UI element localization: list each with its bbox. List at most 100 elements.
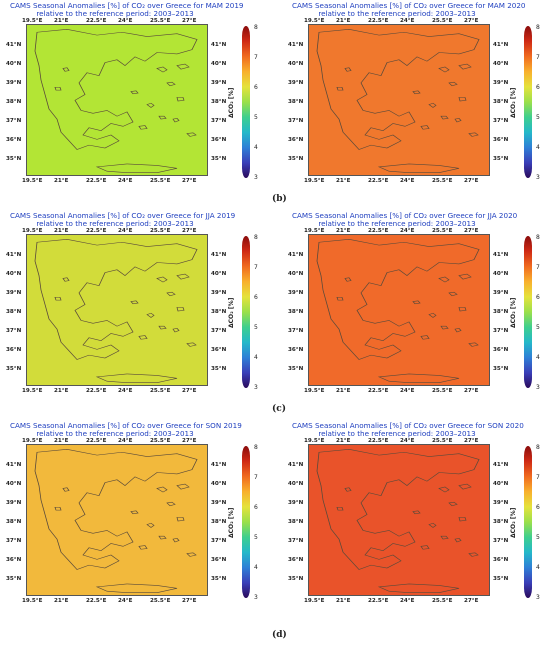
- panel-title-line2: relative to the reference period: 2003–2…: [36, 9, 194, 18]
- coastline: [172, 538, 180, 543]
- colorbar-tick: 8: [536, 444, 540, 451]
- lon-tick-bottom: 27°E: [182, 178, 197, 184]
- coastline: [138, 335, 148, 340]
- lat-tick-right: 41°N: [493, 42, 509, 48]
- lat-tick-right: 36°N: [211, 137, 227, 143]
- lon-tick-top: 27°E: [464, 438, 479, 444]
- coastline: [172, 118, 180, 123]
- colorbar-tick: 4: [536, 564, 540, 571]
- lon-tick-top: 22.5°E: [368, 18, 389, 24]
- colorbar-tick: 6: [254, 504, 258, 511]
- lat-tick-right: 37°N: [211, 328, 227, 334]
- colorbar: [524, 446, 532, 598]
- colorbar-tick: 6: [254, 84, 258, 91]
- lat-tick-right: 37°N: [211, 118, 227, 124]
- coastline: [62, 67, 70, 72]
- colorbar-tick: 4: [536, 354, 540, 361]
- lat-tick-right: 39°N: [211, 80, 227, 86]
- lon-tick-top: 24°E: [400, 228, 415, 234]
- coastline: [138, 125, 148, 130]
- lat-tick-left: 38°N: [288, 99, 304, 105]
- lat-tick-left: 40°N: [6, 271, 22, 277]
- colorbar-label: ΔCO₂ [%]: [510, 507, 517, 538]
- lon-tick-top: 27°E: [182, 18, 197, 24]
- coastline: [158, 115, 167, 120]
- map-area: [308, 24, 490, 176]
- lat-tick-right: 35°N: [493, 576, 509, 582]
- lat-tick-left: 37°N: [288, 118, 304, 124]
- coastline: [458, 97, 467, 102]
- lat-tick-left: 36°N: [288, 137, 304, 143]
- coastline: [34, 449, 198, 570]
- lat-tick-right: 37°N: [493, 538, 509, 544]
- lon-tick-bottom: 27°E: [464, 178, 479, 184]
- lon-tick-top: 22.5°E: [86, 438, 107, 444]
- lat-tick-left: 40°N: [288, 61, 304, 67]
- coastline: [440, 115, 449, 120]
- lat-tick-right: 35°N: [211, 576, 227, 582]
- lat-tick-left: 35°N: [288, 366, 304, 372]
- coastline: [130, 510, 139, 515]
- colorbar: [242, 236, 250, 388]
- colorbar: [524, 236, 532, 388]
- lat-tick-left: 35°N: [288, 576, 304, 582]
- lat-tick-left: 38°N: [6, 519, 22, 525]
- lat-tick-right: 39°N: [493, 500, 509, 506]
- colorbar-label: ΔCO₂ [%]: [228, 507, 235, 538]
- lon-tick-top: 21°E: [54, 438, 69, 444]
- colorbar-tick: 6: [536, 294, 540, 301]
- lat-tick-right: 40°N: [211, 61, 227, 67]
- lat-tick-left: 37°N: [6, 118, 22, 124]
- lon-tick-top: 25.5°E: [432, 228, 453, 234]
- panel-title-line1: CAMS Seasonal Anomalies [%] of CO₂ over …: [292, 421, 524, 430]
- coastline: [420, 335, 430, 340]
- lat-tick-right: 35°N: [493, 156, 509, 162]
- lon-tick-top: 25.5°E: [150, 438, 171, 444]
- coastline: [54, 506, 62, 511]
- lon-tick-bottom: 21°E: [336, 598, 351, 604]
- lat-tick-right: 36°N: [493, 557, 509, 563]
- lat-tick-right: 41°N: [211, 252, 227, 258]
- map-panel: CAMS Seasonal Anomalies [%] of CO₂ over …: [282, 420, 550, 610]
- panel-title-line2: relative to the reference period: 2003–2…: [318, 9, 476, 18]
- coastline: [34, 239, 198, 360]
- coastline-map: [316, 239, 480, 383]
- lat-tick-left: 36°N: [288, 347, 304, 353]
- lat-tick-right: 38°N: [211, 519, 227, 525]
- colorbar-tick: 5: [254, 324, 258, 331]
- coastline: [176, 63, 190, 70]
- coastline: [316, 449, 480, 570]
- coastline: [344, 277, 352, 282]
- coastline: [428, 522, 437, 528]
- lon-tick-top: 27°E: [464, 18, 479, 24]
- map-area: [308, 444, 490, 596]
- lat-tick-left: 41°N: [288, 42, 304, 48]
- lat-tick-right: 39°N: [493, 80, 509, 86]
- coastline-map: [316, 449, 480, 593]
- lon-tick-bottom: 19.5°E: [304, 388, 325, 394]
- lon-tick-top: 21°E: [54, 18, 69, 24]
- coastline: [440, 325, 449, 330]
- colorbar-tick: 3: [536, 384, 540, 391]
- colorbar-tick: 7: [536, 54, 540, 61]
- coastline: [458, 307, 467, 312]
- lon-tick-bottom: 25.5°E: [150, 388, 171, 394]
- lon-tick-bottom: 21°E: [54, 388, 69, 394]
- lat-tick-right: 38°N: [493, 99, 509, 105]
- colorbar-tick: 8: [254, 24, 258, 31]
- coastline: [428, 312, 437, 318]
- lat-tick-left: 35°N: [6, 156, 22, 162]
- coastline: [176, 483, 190, 490]
- lat-tick-left: 39°N: [6, 290, 22, 296]
- lat-tick-left: 40°N: [6, 61, 22, 67]
- coastline-map: [316, 29, 480, 173]
- lat-tick-left: 41°N: [6, 462, 22, 468]
- panel-title-line1: CAMS Seasonal Anomalies [%] of CO₂ over …: [10, 211, 236, 220]
- coastline: [440, 535, 449, 540]
- map-area: [26, 444, 208, 596]
- panel-title: CAMS Seasonal Anomalies [%] of CO₂ over …: [10, 422, 242, 438]
- coastline: [176, 307, 185, 312]
- coastline: [166, 81, 176, 87]
- coastline: [344, 67, 352, 72]
- coastline: [158, 325, 167, 330]
